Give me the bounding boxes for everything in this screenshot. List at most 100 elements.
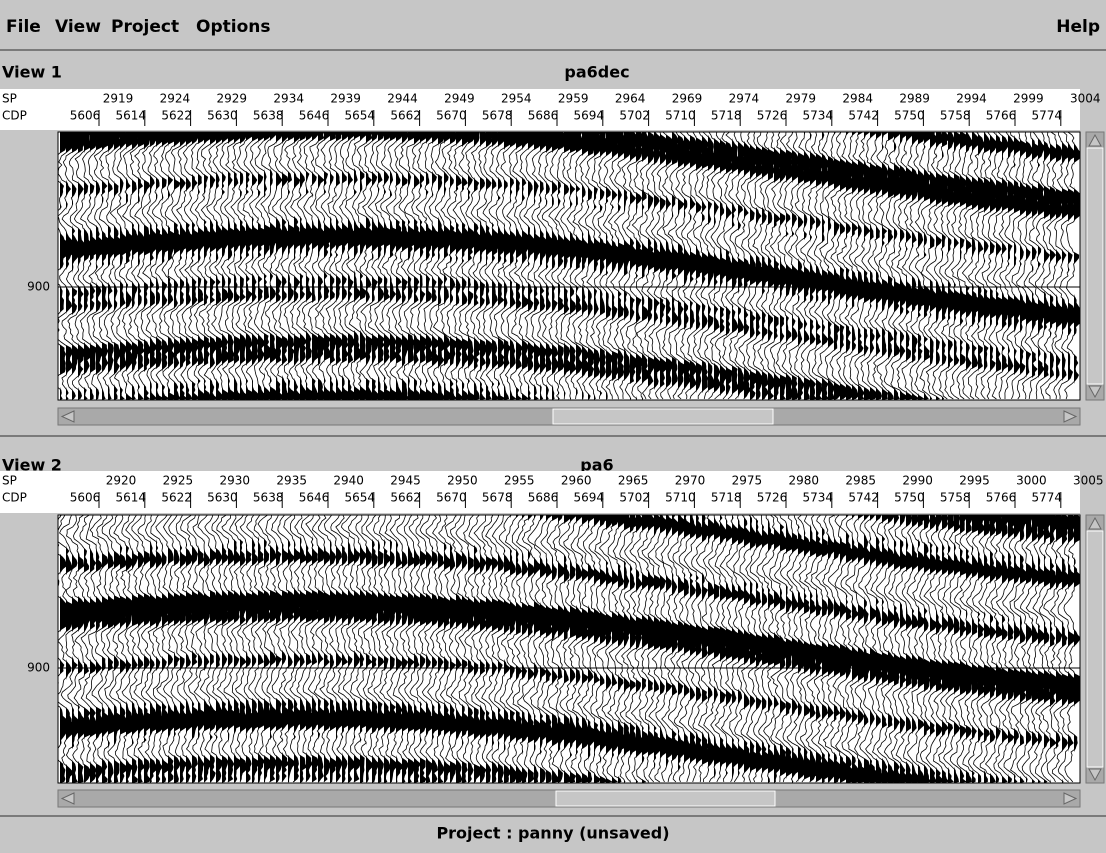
status-text: Project : panny (unsaved) — [436, 824, 669, 843]
cdp-label: CDP — [2, 109, 27, 123]
sp-value: 2960 — [561, 474, 592, 488]
sp-value: 2935 — [276, 474, 307, 488]
cdp-label: CDP — [2, 491, 27, 505]
sp-value: 2985 — [845, 474, 876, 488]
sp-value: 2939 — [330, 92, 361, 106]
cdp-value: 5622 — [161, 491, 192, 505]
cdp-value: 5638 — [253, 491, 284, 505]
sp-value: 2924 — [160, 92, 191, 106]
cdp-value: 5678 — [482, 491, 513, 505]
sp-value: 2919 — [103, 92, 134, 106]
sp-value: 2990 — [902, 474, 933, 488]
cdp-value: 5686 — [528, 109, 559, 123]
v-scroll-thumb[interactable] — [1087, 531, 1103, 767]
sp-value: 2959 — [558, 92, 589, 106]
sp-value: 2970 — [675, 474, 706, 488]
cdp-value: 5614 — [116, 491, 147, 505]
sp-value: 2954 — [501, 92, 532, 106]
cdp-value: 5646 — [299, 491, 330, 505]
cdp-value: 5718 — [711, 491, 742, 505]
sp-value: 3005 — [1073, 474, 1104, 488]
sp-value: 2944 — [387, 92, 418, 106]
cdp-value: 5662 — [390, 109, 421, 123]
sp-value: 2949 — [444, 92, 475, 106]
menu-item[interactable]: File — [6, 17, 41, 37]
sp-value: 2920 — [106, 474, 137, 488]
cdp-value: 5758 — [940, 109, 971, 123]
cdp-value: 5614 — [116, 109, 147, 123]
cdp-value: 5646 — [299, 109, 330, 123]
cdp-value: 5750 — [894, 109, 925, 123]
menu-item[interactable]: Options — [196, 17, 270, 37]
menu-item[interactable]: View — [55, 17, 101, 37]
cdp-value: 5758 — [940, 491, 971, 505]
cdp-value: 5702 — [619, 109, 650, 123]
sp-value: 2969 — [672, 92, 703, 106]
sp-value: 2955 — [504, 474, 535, 488]
sp-value: 3004 — [1070, 92, 1101, 106]
cdp-value: 5606 — [70, 109, 101, 123]
cdp-value: 5734 — [803, 491, 834, 505]
cdp-value: 5638 — [253, 109, 284, 123]
sp-value: 2945 — [390, 474, 421, 488]
cdp-value: 5718 — [711, 109, 742, 123]
cdp-value: 5750 — [894, 491, 925, 505]
view-label: View 1 — [2, 63, 62, 82]
h-scroll-thumb[interactable] — [553, 409, 773, 424]
cdp-value: 5702 — [619, 491, 650, 505]
cdp-value: 5606 — [70, 491, 101, 505]
cdp-value: 5622 — [161, 109, 192, 123]
v-scroll-thumb[interactable] — [1087, 148, 1103, 384]
cdp-value: 5694 — [574, 109, 605, 123]
sp-value: 2979 — [786, 92, 817, 106]
sp-label: SP — [2, 474, 17, 488]
sp-value: 2984 — [842, 92, 873, 106]
sp-value: 2995 — [959, 474, 990, 488]
cdp-value: 5734 — [803, 109, 834, 123]
cdp-value: 5670 — [436, 109, 467, 123]
cdp-value: 5726 — [757, 491, 788, 505]
cdp-value: 5630 — [207, 491, 238, 505]
sp-value: 2965 — [618, 474, 649, 488]
sp-value: 2950 — [447, 474, 478, 488]
time-label: 900 — [27, 280, 50, 294]
sp-value: 2964 — [615, 92, 646, 106]
sp-value: 2989 — [899, 92, 930, 106]
cdp-value: 5678 — [482, 109, 513, 123]
sp-value: 3000 — [1016, 474, 1047, 488]
view-title: pa6dec — [564, 63, 629, 82]
h-scroll-thumb[interactable] — [556, 791, 775, 806]
sp-value: 2974 — [729, 92, 760, 106]
cdp-value: 5726 — [757, 109, 788, 123]
sp-value: 2994 — [956, 92, 987, 106]
sp-value: 2934 — [273, 92, 304, 106]
sp-value: 2980 — [789, 474, 820, 488]
cdp-value: 5742 — [848, 109, 879, 123]
cdp-value: 5654 — [345, 491, 376, 505]
cdp-value: 5710 — [665, 491, 696, 505]
cdp-value: 5766 — [986, 491, 1017, 505]
cdp-value: 5686 — [528, 491, 559, 505]
cdp-value: 5710 — [665, 109, 696, 123]
help-menu[interactable]: Help — [1056, 17, 1100, 37]
sp-value: 2930 — [220, 474, 251, 488]
cdp-value: 5694 — [574, 491, 605, 505]
sp-value: 2929 — [217, 92, 248, 106]
sp-value: 2999 — [1013, 92, 1044, 106]
sp-value: 2975 — [732, 474, 763, 488]
cdp-value: 5662 — [390, 491, 421, 505]
cdp-value: 5630 — [207, 109, 238, 123]
sp-value: 2940 — [333, 474, 364, 488]
sp-value: 2925 — [163, 474, 194, 488]
time-label: 900 — [27, 661, 50, 675]
cdp-value: 5742 — [848, 491, 879, 505]
sp-label: SP — [2, 92, 17, 106]
page: {"menu": ["File", "View", "Project", "Op… — [0, 0, 1106, 849]
cdp-value: 5774 — [1032, 491, 1063, 505]
cdp-value: 5670 — [436, 491, 467, 505]
cdp-value: 5654 — [345, 109, 376, 123]
cdp-value: 5766 — [986, 109, 1017, 123]
menu-item[interactable]: Project — [111, 17, 179, 37]
app-window: File View Project Options Help View 1 pa6dec SP… — [0, 0, 1106, 849]
cdp-value: 5774 — [1032, 109, 1063, 123]
